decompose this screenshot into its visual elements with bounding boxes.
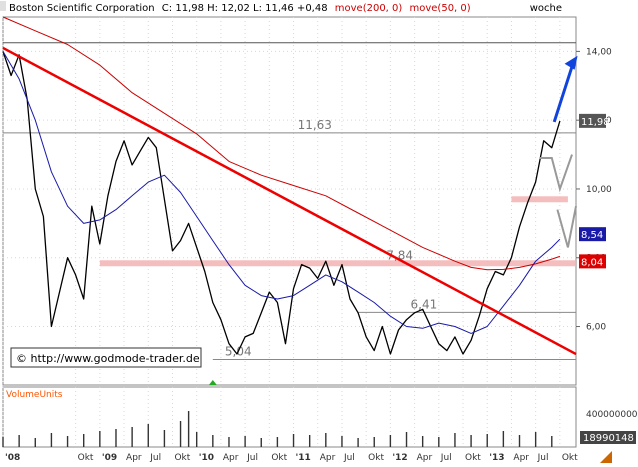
volume-bar: [195, 432, 198, 447]
volume-bar: [50, 433, 53, 447]
volume-bar: [325, 433, 327, 447]
volume-bar: [534, 432, 537, 447]
annotations: [2, 46, 578, 385]
x-tick-label: '13: [489, 453, 504, 463]
x-tick-label: Apr: [513, 453, 529, 463]
badge-price-label: 11,98: [581, 117, 610, 128]
x-tick-label: Jul: [343, 453, 355, 463]
x-tick-label: Okt: [562, 453, 578, 463]
level-label: 11,63: [298, 118, 332, 132]
y-tick-label: 14,00: [586, 47, 612, 57]
x-tick-label: Apr: [223, 453, 239, 463]
x-tick-label: Okt: [78, 453, 94, 463]
badge-ma200: [579, 254, 606, 269]
volume-bar: [187, 411, 190, 447]
x-tick-label: Apr: [417, 453, 433, 463]
series-ma50: [2, 51, 561, 334]
volume-bar: [212, 435, 214, 447]
x-tick-label: '08: [5, 453, 20, 463]
volume-bar: [66, 436, 69, 447]
volume-bar: [292, 434, 295, 447]
watermark-box: [10, 347, 202, 368]
y-tick-label: 10,00: [586, 185, 612, 195]
corner-resize-icon[interactable]: [600, 451, 612, 463]
volume-bar: [470, 435, 472, 447]
timeframe-label: woche: [530, 3, 562, 14]
volume-last-badge: [580, 431, 636, 444]
volume-bar: [34, 438, 36, 447]
badge-ma50: [579, 227, 606, 242]
support-zone-9-70: [511, 196, 568, 203]
volume-panel: [2, 386, 577, 448]
volume-bar: [99, 431, 101, 447]
volume-label: VolumeUnits: [6, 390, 63, 400]
support-zone-7-84: [99, 260, 577, 267]
up-arrow-head: [564, 55, 578, 70]
volume-bar: [341, 436, 343, 447]
badge-ma50-label: 8,54: [581, 230, 603, 241]
x-tick-label: '12: [392, 453, 407, 463]
volume-tick: 400000000: [586, 410, 638, 420]
volume-bar: [405, 432, 408, 447]
price-badges: 11,98 8,54 8,04: [579, 113, 610, 269]
volume-bar: [357, 438, 359, 447]
volume-bar: [308, 435, 311, 447]
volume-bar: [421, 436, 424, 447]
x-tick-label: '10: [199, 453, 214, 463]
header-marker: [0, 1, 6, 11]
series-lines: [2, 16, 561, 355]
x-tick-label: Jul: [537, 453, 549, 463]
level-label: 6,41: [411, 297, 438, 311]
x-tick-label: Jul: [149, 453, 161, 463]
up-arrow-shaft: [552, 61, 576, 123]
x-tick-label: Apr: [320, 453, 336, 463]
x-tick-label: Okt: [271, 453, 287, 463]
projection-v: [556, 206, 577, 248]
low-marker: [208, 380, 217, 385]
volume-bar: [276, 437, 279, 447]
volume-bar: [454, 433, 456, 447]
volume-bar: [179, 421, 182, 447]
watermark-text: © http://www.godmode-trader.de: [16, 352, 200, 365]
volume-bar: [131, 427, 133, 447]
y-tick-label: 6,00: [586, 323, 606, 333]
projection-zigzag: [539, 154, 573, 193]
volume-last-value: 18990148: [583, 433, 634, 444]
x-tick-label: Okt: [368, 453, 384, 463]
volume-bar: [228, 437, 230, 447]
volume-bar: [115, 429, 117, 447]
volume-bar: [244, 436, 246, 447]
volume-bar: [389, 435, 392, 447]
volume-bar: [2, 437, 4, 447]
series-price: [2, 51, 561, 355]
volume-bar: [18, 435, 20, 447]
volume-bar: [83, 434, 85, 447]
x-tick-label: Okt: [174, 453, 190, 463]
volume-bar: [438, 437, 440, 447]
x-tick-label: Jul: [246, 453, 258, 463]
x-tick-label: '09: [102, 453, 117, 463]
x-axis: '08 Okt '09 Apr Jul Okt '10 Apr Jul Okt '11 Apr Jul O…: [5, 453, 578, 463]
series-ma200: [2, 16, 561, 271]
volume-bar: [373, 437, 375, 447]
level-label: 7,84: [386, 248, 413, 262]
badge-price: [579, 113, 606, 128]
volume-bar: [518, 435, 521, 447]
volume-bar: [502, 431, 505, 447]
x-tick-label: Apr: [126, 453, 142, 463]
x-tick-label: Okt: [465, 453, 481, 463]
down-trendline: [2, 46, 577, 356]
volume-bar: [551, 436, 553, 447]
x-tick-label: '11: [296, 453, 311, 463]
volume-bar: [163, 430, 166, 447]
volume-bar: [486, 434, 488, 447]
volume-bar: [147, 424, 149, 447]
badge-ma200-label: 8,04: [581, 257, 603, 268]
volume-bars: [2, 411, 553, 447]
x-tick-label: Jul: [440, 453, 452, 463]
volume-bar: [260, 438, 262, 447]
header-title: Boston Scientific Corporation C: 11,98 H…: [9, 3, 471, 14]
